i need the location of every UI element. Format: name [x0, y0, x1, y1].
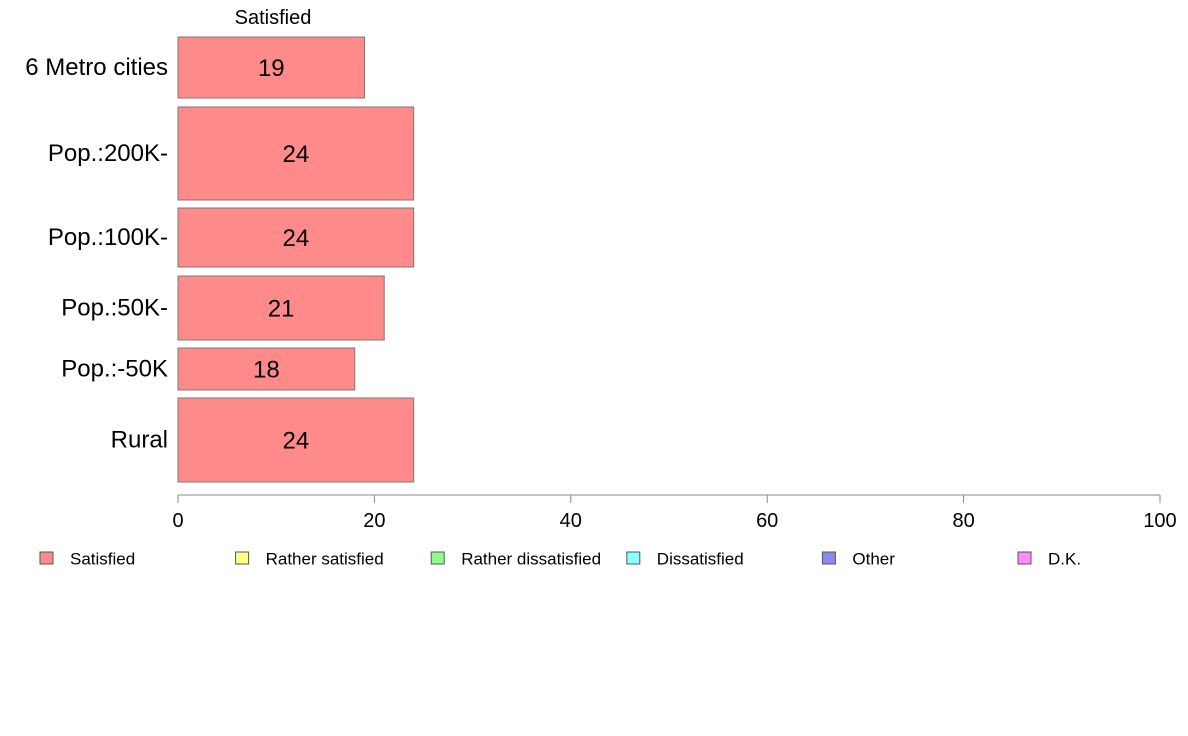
category-label: Pop.:50K-: [61, 295, 168, 322]
bar-segment: [177, 275, 385, 341]
category-label: Pop.:200K-: [48, 140, 168, 167]
data-label: 18: [253, 357, 280, 384]
series-header-label: Satisfied: [235, 7, 312, 29]
legend-swatch: [235, 551, 250, 565]
category-label: Pop.:100K-: [48, 224, 168, 251]
data-label: 24: [282, 141, 309, 168]
legend-swatch: [1017, 551, 1032, 565]
legend-swatch: [430, 551, 445, 565]
legend-item: Rather dissatisfied: [430, 550, 601, 569]
x-tick-label: 100: [1143, 510, 1176, 532]
bar-segment: [177, 207, 415, 268]
bars: 19 24 24 21 18 24: [177, 36, 415, 483]
category-label: Rural: [111, 427, 168, 454]
legend-label: Other: [852, 550, 895, 569]
legend-item: D.K.: [1017, 550, 1081, 569]
x-tick-label: 80: [952, 510, 974, 532]
x-tick-label: 20: [363, 510, 385, 532]
x-axis: 0 20 40 60 80 100: [172, 494, 1177, 532]
chart-header: Satisfied: [235, 7, 312, 29]
legend: Satisfied Rather satisfied Rather dissatis…: [39, 550, 1081, 569]
legend-swatch: [626, 551, 641, 565]
legend-label: Satisfied: [70, 550, 135, 569]
category-label: Pop.:-50K: [61, 356, 168, 383]
category-label: 6 Metro cities: [25, 54, 168, 81]
data-label: 24: [282, 225, 309, 252]
legend-swatch: [821, 551, 836, 565]
bar-segment: [177, 347, 356, 391]
bar-segment: [177, 397, 415, 483]
legend-label: D.K.: [1048, 550, 1081, 569]
legend-label: Rather dissatisfied: [461, 550, 601, 569]
legend-label: Dissatisfied: [657, 550, 744, 569]
x-tick-label: 0: [172, 510, 183, 532]
legend-swatch: [39, 551, 54, 565]
legend-item: Rather satisfied: [235, 550, 384, 569]
data-label: 19: [258, 55, 285, 82]
legend-item: Other: [821, 550, 895, 569]
bar-segment: [177, 36, 366, 99]
data-label: 24: [282, 428, 309, 455]
x-tick-label: 40: [560, 510, 582, 532]
data-label: 21: [268, 296, 295, 323]
bar-segment: [177, 106, 415, 201]
category-labels: 6 Metro cities Pop.:200K- Pop.:100K- Pop.:5…: [25, 54, 168, 454]
legend-item: Satisfied: [39, 550, 135, 569]
legend-label: Rather satisfied: [266, 550, 384, 569]
legend-item: Dissatisfied: [626, 550, 744, 569]
x-tick-label: 60: [756, 510, 778, 532]
